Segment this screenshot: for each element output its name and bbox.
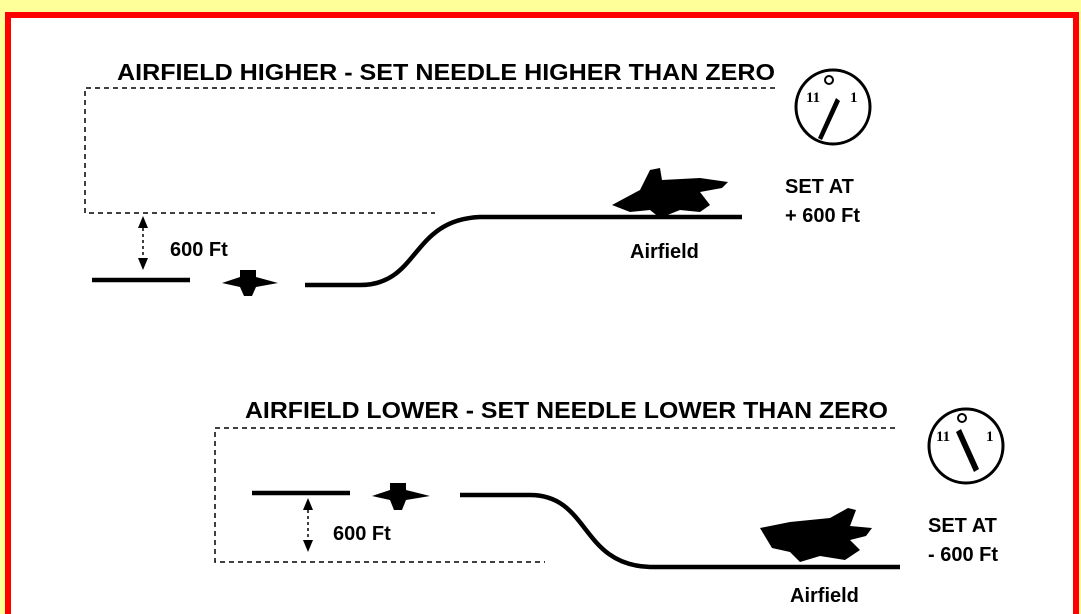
gauge-label: 1 — [986, 429, 994, 445]
panel-title: AIRFIELD LOWER - SET NEEDLE LOWER THAN Z… — [245, 397, 888, 423]
diagram: AIRFIELD HIGHER - SET NEEDLE HIGHER THAN… — [0, 0, 1081, 614]
setting-value: - 600 Ft — [928, 544, 998, 566]
airfield-label: Airfield — [630, 241, 699, 263]
panel-title: AIRFIELD HIGHER - SET NEEDLE HIGHER THAN… — [117, 59, 775, 85]
height-label: 600 Ft — [333, 523, 391, 545]
height-label: 600 Ft — [170, 239, 228, 261]
setting-label: SET AT — [928, 515, 997, 537]
gauge-label: 11 — [806, 90, 820, 106]
gauge-label: 11 — [936, 429, 950, 445]
airfield-label: Airfield — [790, 585, 859, 607]
gauge-label: 1 — [850, 90, 858, 106]
frame — [8, 15, 1076, 614]
setting-label: SET AT — [785, 176, 854, 198]
setting-value: + 600 Ft — [785, 205, 860, 227]
